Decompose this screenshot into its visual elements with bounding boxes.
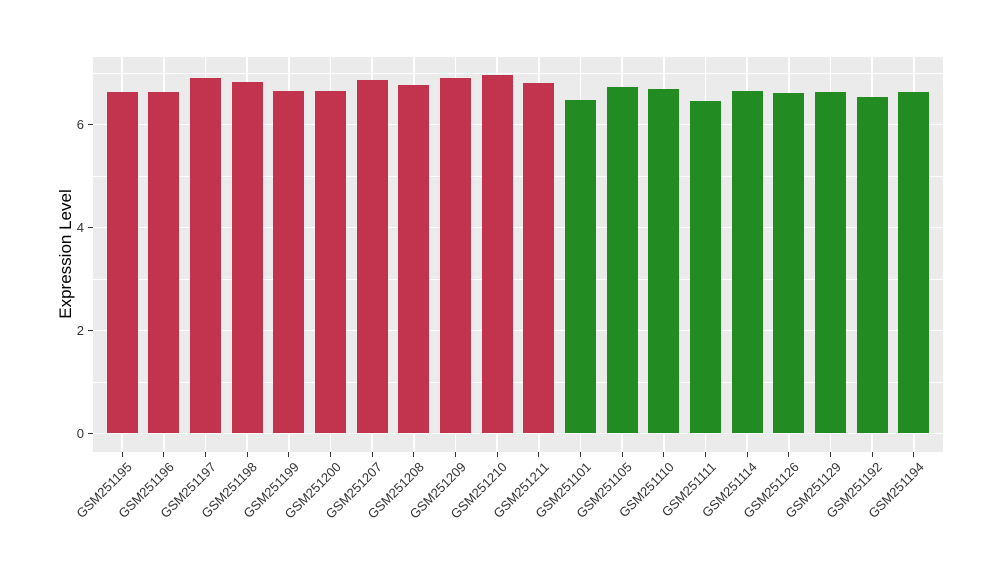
bar-GSM251207 (356, 80, 388, 434)
y-tick-label: 0 (76, 426, 84, 441)
gridline-minor (93, 278, 943, 280)
x-tick-mark (788, 452, 790, 457)
x-tick-mark (871, 452, 873, 457)
x-tick-mark (413, 452, 415, 457)
y-tick-label: 6 (76, 117, 84, 132)
bar-GSM251210 (481, 74, 513, 434)
plot-panel (93, 57, 943, 452)
x-tick-mark (288, 452, 290, 457)
bar-GSM251114 (731, 90, 763, 434)
x-tick-mark (746, 452, 748, 457)
y-axis-title: Expression Level (56, 189, 75, 319)
x-tick-mark (246, 452, 248, 457)
bar-GSM251197 (190, 77, 221, 434)
x-tick-mark (455, 452, 456, 457)
bar-GSM251208 (398, 85, 430, 434)
y-tick-label: 2 (76, 323, 84, 338)
bar-GSM251126 (773, 92, 805, 434)
x-tick-mark (621, 452, 623, 457)
bar-GSM251105 (606, 87, 638, 434)
y-tick-mark (88, 330, 93, 331)
x-tick-mark (330, 452, 331, 457)
bar-GSM251110 (648, 88, 680, 434)
x-tick-mark (663, 452, 665, 457)
x-tick-mark (705, 452, 706, 457)
bar-GSM251209 (440, 78, 471, 434)
x-tick-mark (496, 452, 498, 457)
bar-GSM251199 (273, 90, 305, 434)
gridline-major (93, 226, 943, 229)
gridline-minor (93, 175, 943, 177)
x-tick-mark (205, 452, 206, 457)
x-tick-mark (163, 452, 165, 457)
gridline-major (93, 329, 943, 332)
x-tick-mark (913, 452, 915, 457)
gridline-minor (93, 381, 943, 383)
y-tick-mark (88, 433, 93, 434)
gridline-minor (93, 72, 943, 74)
x-tick-mark (121, 452, 123, 457)
bar-GSM251194 (898, 91, 930, 434)
gridline-major (93, 432, 943, 435)
bar-GSM251195 (106, 92, 138, 434)
y-tick-label: 4 (76, 220, 84, 235)
x-tick-mark (371, 452, 373, 457)
bar-GSM251101 (565, 99, 596, 434)
bar-GSM251200 (315, 90, 346, 434)
x-tick-mark (830, 452, 831, 457)
bar-GSM251198 (231, 81, 263, 434)
x-tick-mark (538, 452, 540, 457)
x-tick-mark (580, 452, 581, 457)
y-tick-mark (88, 227, 93, 228)
bar-GSM251111 (690, 100, 721, 434)
bar-GSM251196 (148, 92, 180, 434)
bar-GSM251129 (815, 92, 846, 434)
y-tick-mark (88, 124, 93, 125)
gridline-major (93, 123, 943, 126)
bar-GSM251192 (856, 97, 888, 434)
bar-GSM251211 (523, 82, 555, 434)
